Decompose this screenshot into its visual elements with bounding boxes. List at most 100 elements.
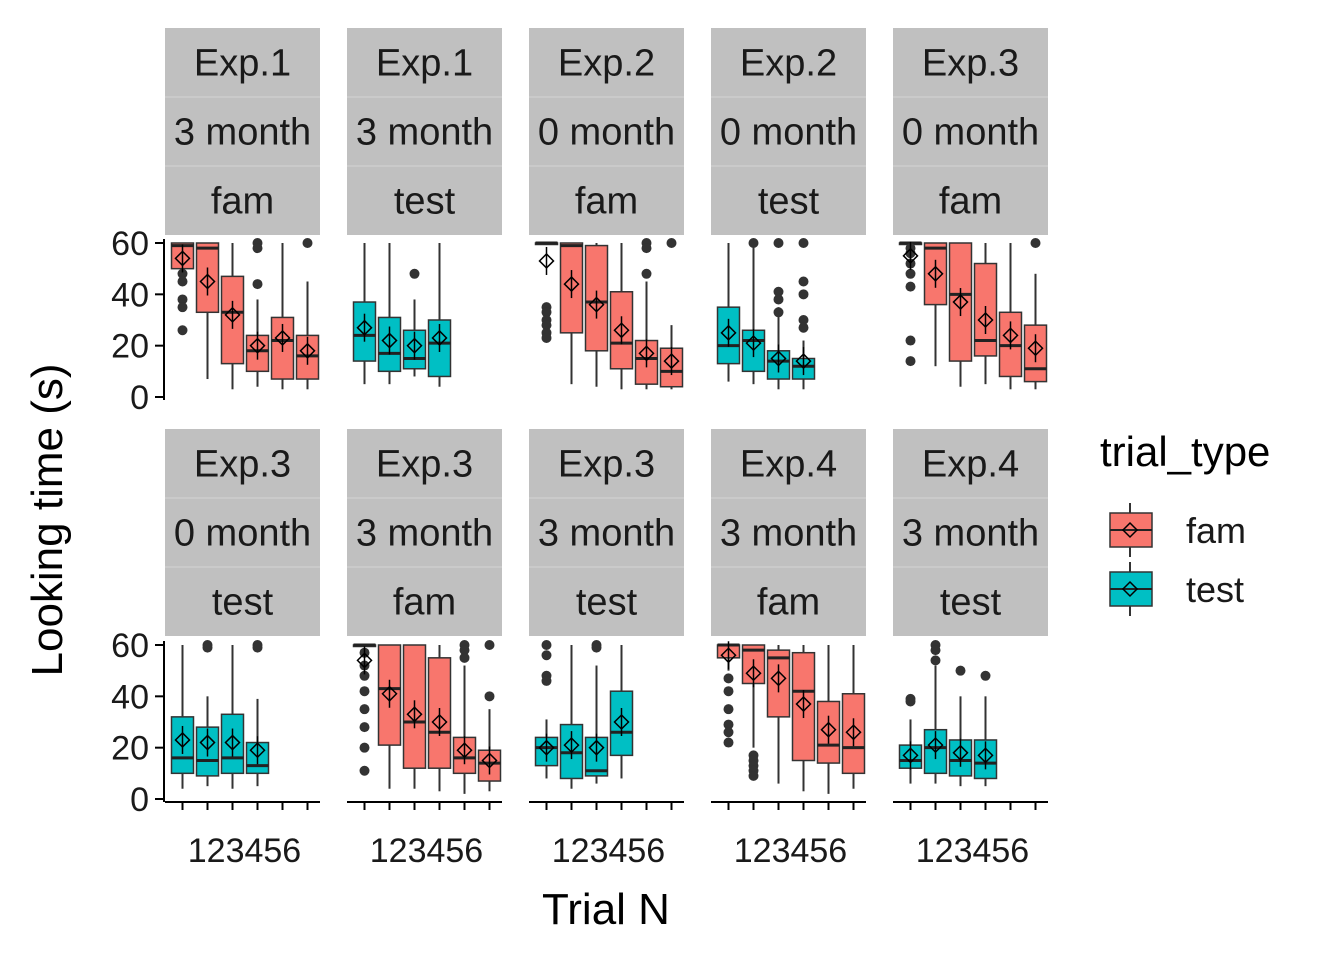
box-outlier-point: [459, 645, 470, 656]
x-tick-labels: 123456: [370, 832, 483, 870]
boxplot: [377, 644, 402, 789]
box-outlier-point: [798, 276, 809, 287]
legend-item: fam: [1109, 503, 1246, 557]
mean-diamond: [356, 652, 373, 669]
box-outlier-point: [252, 279, 263, 290]
facet-panel: Exp.1 3 month test: [347, 28, 502, 387]
facet-strip-background: [165, 567, 320, 636]
box-outlier-point: [177, 276, 188, 287]
facet-strip-background: [347, 166, 502, 235]
mean-diamond: [613, 322, 630, 339]
boxplot: [427, 243, 452, 387]
box-outlier-point: [359, 742, 370, 753]
mean-diamond: [224, 734, 241, 751]
box-outlier-point: [773, 286, 784, 297]
facet-strip-label: Exp.2: [740, 43, 837, 85]
boxplot: [402, 644, 427, 789]
boxplot: [352, 643, 377, 776]
mean-diamond: [381, 332, 398, 349]
facet-panel: Exp.4 3 month fam 123456: [711, 429, 866, 870]
boxplot: [559, 645, 584, 789]
boxplot: [716, 243, 741, 382]
panel-marks: [534, 640, 634, 789]
box-outlier-point: [459, 652, 470, 663]
facet-strip-label: test: [758, 181, 820, 223]
facet-strip-label: fam: [939, 181, 1002, 223]
facet-panel: Exp.3 0 month test 123456 0 20 40 60: [111, 429, 320, 870]
legend-label: fam: [1186, 510, 1246, 551]
boxplot: [791, 238, 816, 390]
facet-strip-label: 0 month: [902, 112, 1039, 154]
panel-marks: [352, 640, 502, 794]
box-outlier-point: [252, 243, 263, 254]
mean-diamond: [795, 353, 812, 370]
facet-strip-background: [347, 429, 502, 498]
facet-panel: Exp.1 3 month fam 0 20 40 60: [111, 28, 320, 417]
facet-strip-background: [529, 429, 684, 498]
facet-strip-background: [347, 28, 502, 97]
mean-diamond: [720, 324, 737, 341]
facet-strip-label: test: [212, 582, 274, 624]
mean-diamond: [224, 306, 241, 323]
x-tick-labels: 123456: [188, 832, 301, 870]
box-outlier-point: [177, 325, 188, 336]
box-outlier-point: [748, 238, 759, 248]
boxplot: [659, 238, 684, 390]
boxplot: [948, 242, 973, 387]
facet-strip-label: 0 month: [538, 112, 675, 154]
boxplot: [766, 238, 791, 390]
legend-entries: fam test: [1109, 503, 1246, 616]
mean-diamond: [174, 250, 191, 267]
facet-strip-background: [165, 166, 320, 235]
box-outlier-point: [359, 722, 370, 733]
facet-strip-label: 3 month: [902, 513, 1039, 555]
box-outlier-point: [798, 238, 809, 248]
facet-strip-label: Exp.1: [194, 43, 291, 85]
facet-strip-background: [711, 28, 866, 97]
box-outlier-point: [955, 665, 966, 676]
facet-strip-label: Exp.3: [922, 43, 1019, 85]
boxplot: [973, 670, 998, 787]
facet-strip-label: fam: [393, 582, 456, 624]
boxplot: [584, 640, 609, 784]
facet-strip-label: fam: [575, 181, 638, 223]
panel-marks: [898, 640, 998, 787]
mean-diamond: [745, 665, 762, 682]
mean-diamond: [538, 252, 555, 270]
mean-diamond: [563, 737, 580, 754]
mean-diamond: [456, 742, 473, 759]
facet-strip-label: Exp.3: [376, 444, 473, 486]
facet-panel: Exp.3 3 month fam 123456: [347, 429, 502, 870]
mean-diamond: [902, 247, 919, 264]
panel-marks: [534, 238, 684, 390]
boxplot: [998, 243, 1023, 390]
facet-strip-label: Exp.4: [740, 444, 837, 486]
mean-diamond: [952, 744, 969, 761]
y-tick-label: 20: [111, 328, 149, 366]
facet-strip-background: [529, 166, 684, 235]
boxplot: [559, 242, 584, 385]
box-outlier-point: [905, 268, 916, 279]
facet-strip-background: [893, 28, 1048, 97]
panel-marks: [716, 641, 866, 794]
facet-strip-background: [165, 498, 320, 567]
box-outlier-point: [905, 281, 916, 292]
facet-strip-background: [893, 567, 1048, 636]
box-outlier-point: [723, 704, 734, 715]
box-outlier-point: [905, 335, 916, 346]
panel-marks: [170, 640, 270, 789]
boxplot: [973, 243, 998, 385]
facet-strip-label: Exp.4: [922, 444, 1019, 486]
boxplot: [716, 641, 741, 748]
facet-strip-background: [711, 498, 866, 567]
facet-strip-label: fam: [757, 582, 820, 624]
box-outlier-point: [359, 670, 370, 681]
mean-diamond: [745, 335, 762, 352]
box-outlier-point: [930, 655, 941, 666]
box-outlier-point: [177, 268, 188, 279]
facet-strip-background: [711, 567, 866, 636]
legend: trial_type fam test: [1100, 428, 1270, 616]
facet-strip-background: [529, 28, 684, 97]
boxplot: [741, 644, 766, 781]
